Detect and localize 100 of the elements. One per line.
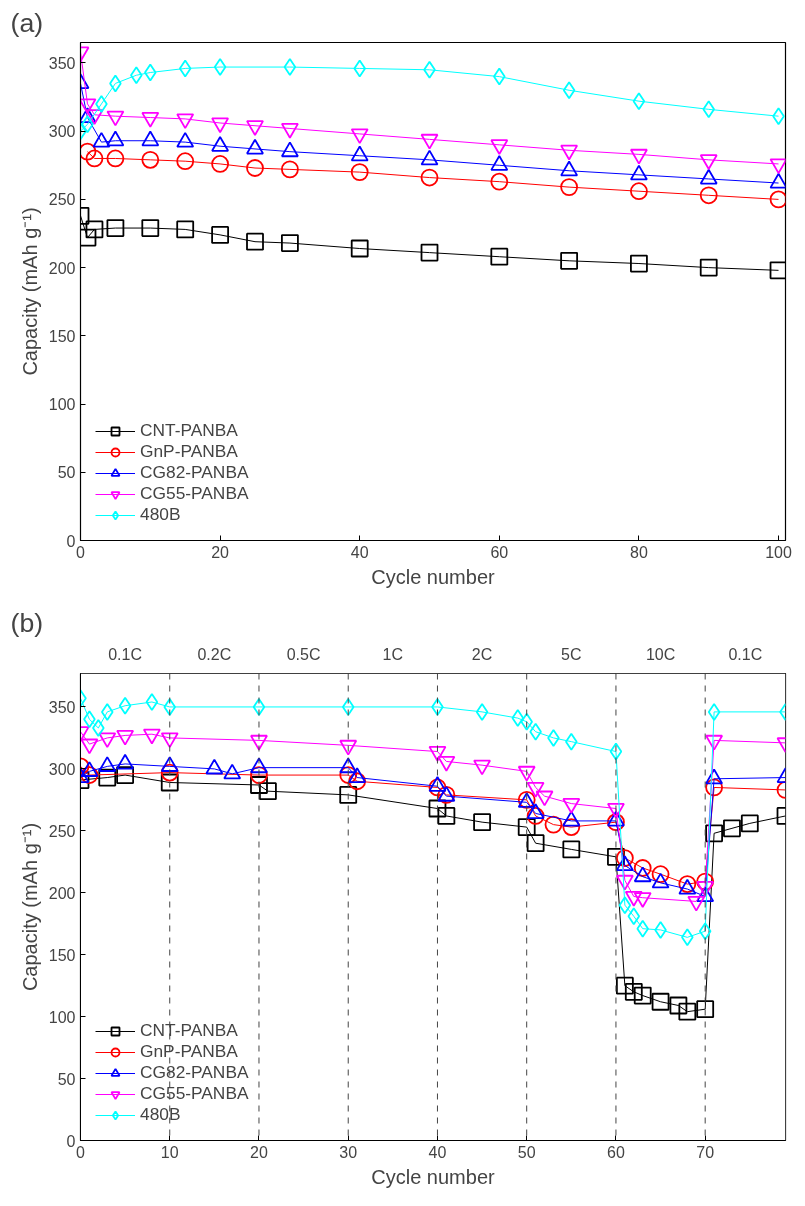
- point: [85, 149, 104, 168]
- point: [281, 122, 299, 139]
- x-tick-label: 20: [211, 543, 230, 561]
- point: [490, 172, 509, 191]
- point: [630, 182, 648, 201]
- y-tick-label: 250: [48, 191, 76, 209]
- point: [632, 92, 646, 111]
- point: [160, 763, 179, 782]
- point: [80, 228, 97, 247]
- point: [141, 219, 160, 237]
- point: [281, 234, 299, 252]
- point: [246, 159, 264, 177]
- point: [213, 58, 227, 76]
- point: [92, 719, 105, 737]
- point: [560, 251, 579, 270]
- point: [211, 155, 229, 173]
- point: [428, 778, 447, 797]
- y-tick-label: 200: [48, 884, 76, 902]
- chart-title: (b): [10, 607, 44, 638]
- band-label: 10C: [645, 645, 676, 663]
- point: [699, 258, 718, 277]
- band-label: 0.1C: [108, 645, 143, 663]
- band-label: 5C: [561, 645, 582, 663]
- band-label: 0.5C: [286, 645, 321, 663]
- y-tick-label: 150: [48, 327, 76, 345]
- point: [475, 703, 489, 721]
- point: [618, 896, 632, 915]
- legend-label: 480B: [140, 504, 181, 525]
- legend-label: GnP-PANBA: [140, 441, 238, 462]
- point: [246, 232, 264, 251]
- point: [723, 819, 741, 838]
- point: [633, 986, 652, 1005]
- point: [259, 782, 277, 801]
- point: [145, 693, 159, 711]
- point: [211, 225, 229, 244]
- point: [141, 150, 160, 169]
- band-label: 2C: [471, 645, 493, 663]
- point: [178, 59, 192, 78]
- point: [526, 834, 545, 853]
- point: [101, 703, 114, 721]
- point: [420, 243, 439, 262]
- point: [526, 807, 545, 825]
- x-axis-title: Cycle number: [371, 1165, 496, 1188]
- point: [699, 186, 718, 205]
- y-tick-label: 200: [48, 259, 76, 277]
- point: [544, 815, 563, 834]
- point: [350, 239, 369, 258]
- point: [627, 907, 641, 926]
- point: [696, 872, 715, 891]
- point: [176, 152, 195, 171]
- x-tick-label: 30: [339, 1143, 358, 1161]
- point: [624, 982, 643, 1001]
- legend-label: CG82-PANBA: [140, 1062, 249, 1083]
- point: [176, 220, 195, 239]
- point: [615, 849, 634, 867]
- point: [678, 1002, 697, 1021]
- y-tick-label: 50: [57, 1070, 76, 1088]
- point: [740, 814, 759, 833]
- point: [705, 778, 724, 797]
- point: [698, 922, 712, 941]
- point: [98, 768, 117, 787]
- y-tick-label: 100: [48, 396, 76, 414]
- legend-label: CG82-PANBA: [140, 462, 249, 483]
- band-label: 0.2C: [197, 645, 232, 663]
- point: [80, 766, 99, 784]
- point: [609, 742, 623, 761]
- y-axis-title: Capacity (mAh g⁻¹): [18, 822, 41, 992]
- y-tick-label: 300: [48, 123, 76, 141]
- point: [106, 149, 125, 168]
- x-tick-label: 50: [517, 1143, 536, 1161]
- point: [654, 921, 667, 939]
- point: [615, 976, 634, 995]
- y-tick-label: 0: [66, 532, 76, 550]
- x-tick-label: 40: [428, 1143, 447, 1161]
- legend-label: CNT-PANBA: [140, 420, 238, 441]
- point: [769, 261, 786, 280]
- point: [163, 698, 176, 716]
- chart-title: (a): [10, 7, 44, 38]
- x-tick-label: 80: [630, 543, 648, 561]
- point: [669, 996, 688, 1015]
- point: [281, 160, 299, 179]
- point: [437, 807, 456, 825]
- point: [341, 698, 355, 716]
- point: [511, 709, 525, 727]
- y-tick-label: 100: [48, 1008, 76, 1026]
- x-tick-label: 70: [696, 1143, 715, 1161]
- legend-label: GnP-PANBA: [140, 1041, 238, 1062]
- point: [106, 219, 125, 237]
- point: [250, 776, 268, 794]
- y-tick-label: 50: [57, 464, 76, 482]
- y-tick-label: 150: [48, 946, 76, 964]
- point: [607, 813, 625, 832]
- point: [473, 813, 491, 832]
- point: [160, 773, 179, 792]
- x-tick-label: 60: [607, 1143, 625, 1161]
- point: [547, 729, 560, 747]
- legend-label: CG55-PANBA: [140, 483, 249, 504]
- point: [517, 818, 536, 836]
- point: [651, 992, 670, 1011]
- point: [705, 824, 724, 843]
